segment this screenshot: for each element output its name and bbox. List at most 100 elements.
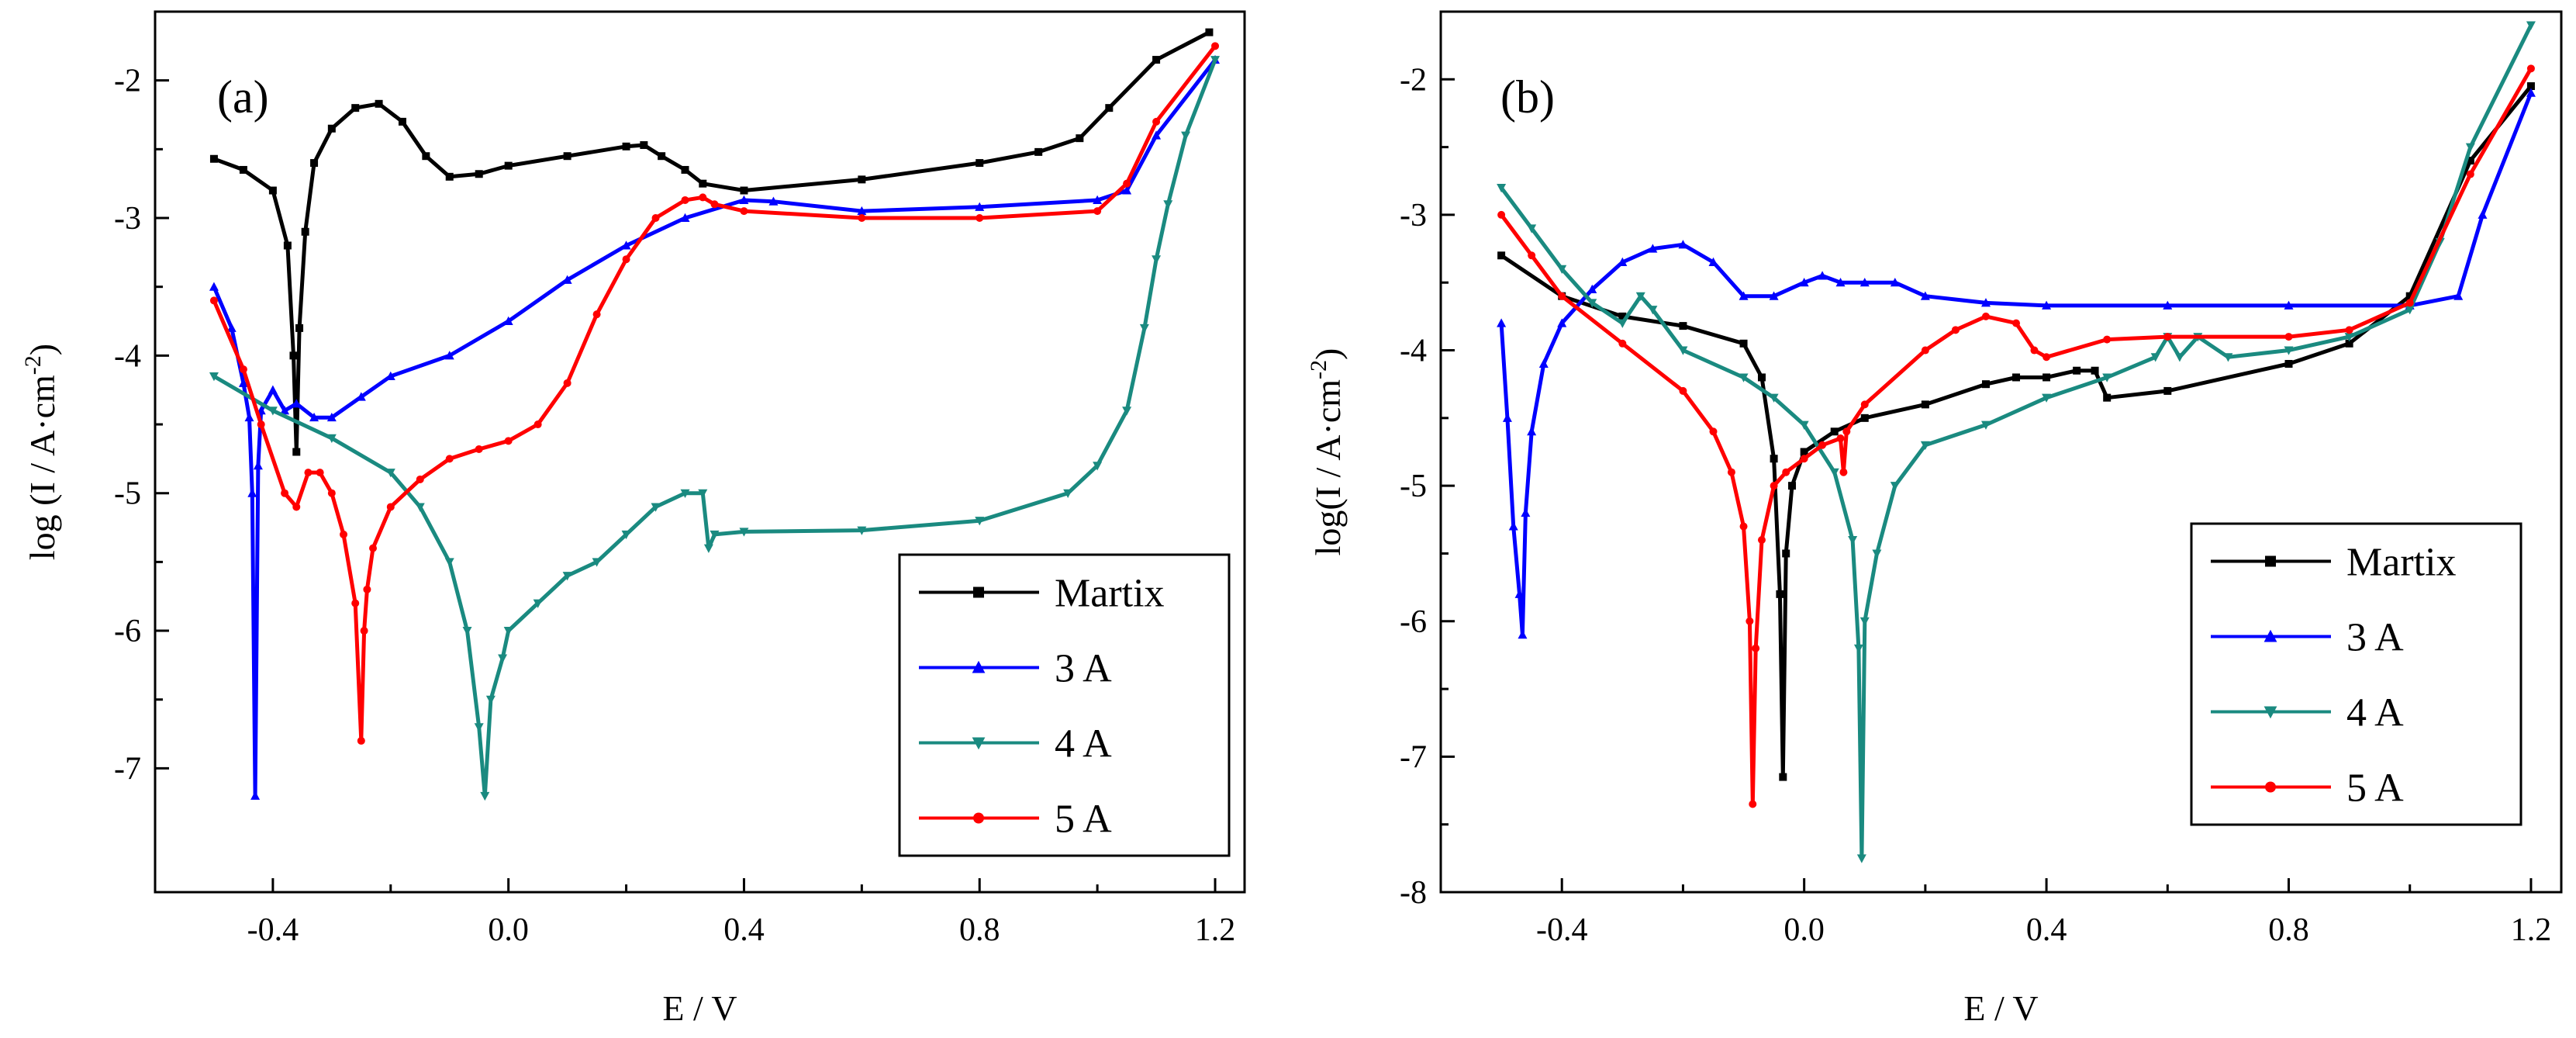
data-point	[2042, 393, 2052, 403]
data-point	[1558, 292, 1566, 300]
data-point	[975, 202, 985, 211]
data-point	[1800, 455, 1808, 463]
data-point	[1648, 244, 1658, 253]
data-point	[1557, 265, 1567, 275]
data-point	[357, 736, 365, 745]
legend-entry: 4 A	[919, 722, 1112, 766]
data-point	[289, 351, 298, 360]
data-point	[1587, 299, 1597, 308]
legend-label: 5 A	[1055, 798, 1112, 842]
x-tick-label: 0.0	[488, 912, 529, 948]
data-point	[2344, 333, 2354, 342]
data-point	[858, 214, 866, 223]
y-tick-label: -6	[114, 614, 141, 649]
data-point	[340, 530, 348, 538]
data-point	[310, 159, 319, 168]
data-point	[283, 241, 292, 250]
data-point	[651, 214, 660, 223]
data-point	[1739, 291, 1749, 300]
legend-label: 3 A	[2346, 616, 2404, 660]
y-tick-label: -6	[1400, 604, 1427, 640]
legend-marker	[2265, 555, 2276, 567]
data-point	[498, 654, 508, 663]
data-point	[1105, 104, 1114, 112]
y-tick-label: -3	[1400, 198, 1427, 234]
data-point	[415, 503, 425, 512]
data-point	[1818, 271, 1828, 280]
data-point	[327, 124, 336, 133]
data-point	[416, 475, 424, 483]
data-point	[681, 165, 689, 174]
data-point	[1063, 489, 1073, 498]
legend-entry: Martix	[2211, 541, 2457, 585]
data-point	[2465, 143, 2475, 152]
data-point	[2526, 82, 2535, 91]
data-point	[1123, 179, 1131, 188]
data-point	[1508, 521, 1518, 531]
data-point	[1034, 147, 1043, 156]
data-point	[480, 791, 490, 801]
x-tick-label: 0.8	[959, 912, 1000, 948]
x-tick-label: -0.4	[1536, 912, 1588, 948]
data-point	[563, 152, 571, 161]
data-point	[351, 104, 360, 112]
x-tick-label: 0.8	[2268, 912, 2309, 948]
data-point	[1163, 200, 1173, 209]
data-point	[257, 420, 265, 429]
data-point	[301, 227, 309, 236]
legend-entry: Martix	[919, 572, 1165, 616]
data-point	[2042, 353, 2051, 362]
data-point	[1497, 184, 1507, 193]
legend: Martix 3 A 4 A 5 A	[2190, 522, 2522, 826]
data-point	[621, 240, 631, 250]
data-point	[2030, 346, 2039, 355]
data-point	[2163, 300, 2173, 310]
data-point	[1769, 393, 1779, 403]
data-point	[2073, 366, 2081, 375]
data-point	[1122, 185, 1132, 195]
data-point	[2526, 21, 2536, 30]
data-point	[680, 489, 690, 498]
data-point	[1818, 441, 1827, 449]
data-point	[2284, 333, 2293, 341]
data-point	[304, 469, 313, 477]
data-point	[1920, 291, 1930, 300]
data-point	[2405, 299, 2414, 307]
data-point	[295, 324, 304, 332]
data-point	[1746, 617, 1754, 625]
data-point	[1757, 373, 1766, 382]
data-point	[1836, 434, 1845, 443]
data-point	[1618, 319, 1628, 328]
data-point	[385, 371, 395, 380]
data-point	[710, 530, 720, 540]
data-point	[1829, 468, 1839, 477]
x-axis-title: E / V	[1963, 988, 2038, 1028]
data-point	[1528, 251, 1536, 260]
data-point	[1859, 277, 1870, 287]
data-point	[739, 195, 749, 204]
legend-marker	[973, 586, 984, 598]
legend-label: Martix	[2346, 541, 2457, 585]
data-point	[592, 310, 601, 319]
data-point	[292, 448, 301, 456]
data-point	[857, 206, 867, 216]
data-point	[699, 193, 707, 202]
data-point	[2091, 366, 2099, 375]
data-point	[1210, 56, 1221, 65]
data-point	[1890, 482, 1900, 491]
data-point	[239, 365, 247, 374]
data-point	[503, 627, 513, 636]
data-point	[1779, 773, 1787, 781]
data-point	[268, 385, 278, 394]
data-point	[739, 528, 749, 537]
data-point	[209, 372, 219, 382]
data-point	[1739, 339, 1748, 348]
y-axis-title: log (I / A·cm-2)	[20, 344, 62, 560]
data-point	[504, 437, 513, 445]
data-point	[1648, 306, 1658, 315]
data-point	[1557, 318, 1567, 327]
data-point	[2453, 291, 2464, 300]
data-point	[238, 378, 248, 387]
data-point	[680, 213, 690, 223]
legend: Martix 3 A 4 A 5 A	[898, 553, 1231, 857]
